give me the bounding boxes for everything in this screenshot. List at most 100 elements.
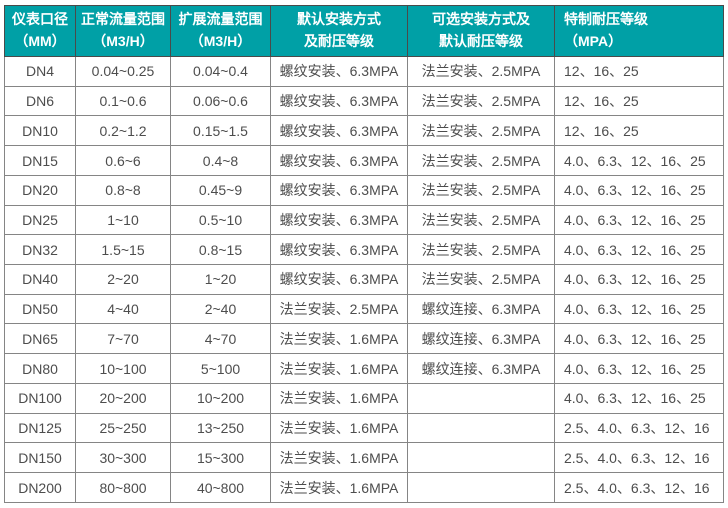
table-cell: 2.5、4.0、6.3、12、16 xyxy=(554,412,724,444)
table-cell: DN32 xyxy=(4,234,76,266)
table-row: DN6 0.1~0.6 0.06~0.6 螺纹安装、6.3MPA 法兰安装、2.5MPA… xyxy=(4,85,724,117)
header-cell-default-install: 默认安装方式 及耐压等级 xyxy=(270,5,408,57)
table-row: DN65 7~70 4~70 法兰安装、1.6MPA 螺纹连接、6.3MPA 4.0、6.… xyxy=(4,323,724,355)
table-cell: DN50 xyxy=(4,293,76,325)
table-row: DN4 0.04~0.25 0.04~0.4 螺纹安装、6.3MPA 法兰安装、2.5M… xyxy=(4,56,724,87)
table-cell: 20~200 xyxy=(75,382,171,414)
table-cell: DN100 xyxy=(4,382,76,414)
table-row: DN25 1~10 0.5~10 螺纹安装、6.3MPA 法兰安装、2.5MPA 4.0、… xyxy=(4,204,724,236)
table-cell: 80~800 xyxy=(75,472,171,503)
table-cell: 螺纹连接、6.3MPA xyxy=(407,353,555,384)
table-header: 仪表口径 （MM） 正常流量范围 （M3/H） 扩展流量范围 （M3/H） 默认… xyxy=(4,5,724,57)
table-cell: 15~300 xyxy=(170,442,271,474)
table-cell: 0.04~0.4 xyxy=(170,56,271,87)
table-row: DN80 10~100 5~100 法兰安装、1.6MPA 螺纹连接、6.3MPA 4.0… xyxy=(4,353,724,384)
table-cell: 法兰安装、2.5MPA xyxy=(407,234,555,266)
table-cell: DN25 xyxy=(4,204,76,236)
table-cell: 4.0、6.3、12、16、25 xyxy=(554,323,724,355)
table-row: DN15 0.6~6 0.4~8 螺纹安装、6.3MPA 法兰安装、2.5MPA 4.0、… xyxy=(4,145,724,176)
table-cell: 25~250 xyxy=(75,412,171,444)
table-cell: DN80 xyxy=(4,353,76,384)
table-cell: DN125 xyxy=(4,412,76,444)
table-cell: DN6 xyxy=(4,85,76,117)
table-cell: DN200 xyxy=(4,472,76,503)
table-cell: 12、16、25 xyxy=(554,85,724,117)
table-cell: 1~20 xyxy=(170,264,271,295)
table-cell: DN20 xyxy=(4,174,76,206)
table-cell: 法兰安装、1.6MPA xyxy=(270,412,408,444)
table-row: DN200 80~800 40~800 法兰安装、1.6MPA 2.5、4.0、6.3、… xyxy=(4,472,724,503)
table-cell: 5~100 xyxy=(170,353,271,384)
table-cell: 0.5~10 xyxy=(170,204,271,236)
table-cell: DN150 xyxy=(4,442,76,474)
table-cell: 40~800 xyxy=(170,472,271,503)
table-cell xyxy=(407,442,555,474)
table-cell: 0.4~8 xyxy=(170,145,271,176)
table-cell: 10~200 xyxy=(170,382,271,414)
table-cell: 2~40 xyxy=(170,293,271,325)
table-row: DN40 2~20 1~20 螺纹安装、6.3MPA 法兰安装、2.5MPA 4.0、6.… xyxy=(4,264,724,295)
table-cell: 13~250 xyxy=(170,412,271,444)
table-cell: 4.0、6.3、12、16、25 xyxy=(554,174,724,206)
table-cell: 10~100 xyxy=(75,353,171,384)
table-cell: 0.45~9 xyxy=(170,174,271,206)
table-cell: 12、16、25 xyxy=(554,56,724,87)
table-cell: 法兰安装、2.5MPA xyxy=(407,145,555,176)
table-cell: 法兰安装、1.6MPA xyxy=(270,323,408,355)
table-cell: 0.8~15 xyxy=(170,234,271,266)
table-cell: 2.5、4.0、6.3、12、16 xyxy=(554,442,724,474)
table-cell xyxy=(407,412,555,444)
table-cell: 螺纹连接、6.3MPA xyxy=(407,323,555,355)
table-cell: 4.0、6.3、12、16、25 xyxy=(554,382,724,414)
table-cell: 4~70 xyxy=(170,323,271,355)
table-cell: 30~300 xyxy=(75,442,171,474)
table-row: DN32 1.5~15 0.8~15 螺纹安装、6.3MPA 法兰安装、2.5MPA 4.… xyxy=(4,234,724,266)
table-cell: 螺纹安装、6.3MPA xyxy=(270,174,408,206)
table-row: DN20 0.8~8 0.45~9 螺纹安装、6.3MPA 法兰安装、2.5MPA 4.0… xyxy=(4,174,724,206)
table-cell: 0.04~0.25 xyxy=(75,56,171,87)
header-cell-optional-install: 可选安装方式及 默认耐压等级 xyxy=(407,5,555,57)
table-cell: DN4 xyxy=(4,56,76,87)
table-cell xyxy=(407,472,555,503)
table-cell: 螺纹连接、6.3MPA xyxy=(407,293,555,325)
table-cell: 1.5~15 xyxy=(75,234,171,266)
table-cell: 4.0、6.3、12、16、25 xyxy=(554,204,724,236)
table-row: DN150 30~300 15~300 法兰安装、1.6MPA 2.5、4.0、6.3、… xyxy=(4,442,724,474)
table-cell: 法兰安装、1.6MPA xyxy=(270,382,408,414)
table-cell: 0.06~0.6 xyxy=(170,85,271,117)
table-cell: 螺纹安装、6.3MPA xyxy=(270,85,408,117)
table-cell: 2~20 xyxy=(75,264,171,295)
table-cell: 螺纹安装、6.3MPA xyxy=(270,234,408,266)
table-cell: 0.15~1.5 xyxy=(170,115,271,147)
table-cell: 0.2~1.2 xyxy=(75,115,171,147)
table-cell: 法兰安装、2.5MPA xyxy=(407,115,555,147)
table-cell: 法兰安装、2.5MPA xyxy=(407,56,555,87)
header-row: 仪表口径 （MM） 正常流量范围 （M3/H） 扩展流量范围 （M3/H） 默认… xyxy=(4,5,724,57)
table-cell: DN10 xyxy=(4,115,76,147)
table-cell: DN15 xyxy=(4,145,76,176)
table-cell: 7~70 xyxy=(75,323,171,355)
table-row: DN125 25~250 13~250 法兰安装、1.6MPA 2.5、4.0、6.3、… xyxy=(4,412,724,444)
table-cell: 螺纹安装、6.3MPA xyxy=(270,56,408,87)
table-cell: 4.0、6.3、12、16、25 xyxy=(554,145,724,176)
table-cell: 0.6~6 xyxy=(75,145,171,176)
table-cell: 2.5、4.0、6.3、12、16 xyxy=(554,472,724,503)
table-row: DN100 20~200 10~200 法兰安装、1.6MPA 4.0、6.3、12、1… xyxy=(4,382,724,414)
table-cell: 法兰安装、2.5MPA xyxy=(407,264,555,295)
table-cell: 1~10 xyxy=(75,204,171,236)
table-cell: 螺纹安装、6.3MPA xyxy=(270,145,408,176)
spec-table: 仪表口径 （MM） 正常流量范围 （M3/H） 扩展流量范围 （M3/H） 默认… xyxy=(4,5,724,503)
table-cell: DN40 xyxy=(4,264,76,295)
header-cell-normal-flow: 正常流量范围 （M3/H） xyxy=(75,5,171,57)
table-cell: 4.0、6.3、12、16、25 xyxy=(554,293,724,325)
table-cell: 0.8~8 xyxy=(75,174,171,206)
table-cell: 螺纹安装、6.3MPA xyxy=(270,264,408,295)
table-cell: 0.1~0.6 xyxy=(75,85,171,117)
table-cell: 4.0、6.3、12、16、25 xyxy=(554,234,724,266)
table-cell: 法兰安装、2.5MPA xyxy=(270,293,408,325)
table-row: DN10 0.2~1.2 0.15~1.5 螺纹安装、6.3MPA 法兰安装、2.5MP… xyxy=(4,115,724,147)
table-cell: 螺纹安装、6.3MPA xyxy=(270,115,408,147)
header-cell-special-pressure: 特制耐压等级 （MPA） xyxy=(554,5,724,57)
table-cell: 4~40 xyxy=(75,293,171,325)
table-cell: 法兰安装、2.5MPA xyxy=(407,174,555,206)
